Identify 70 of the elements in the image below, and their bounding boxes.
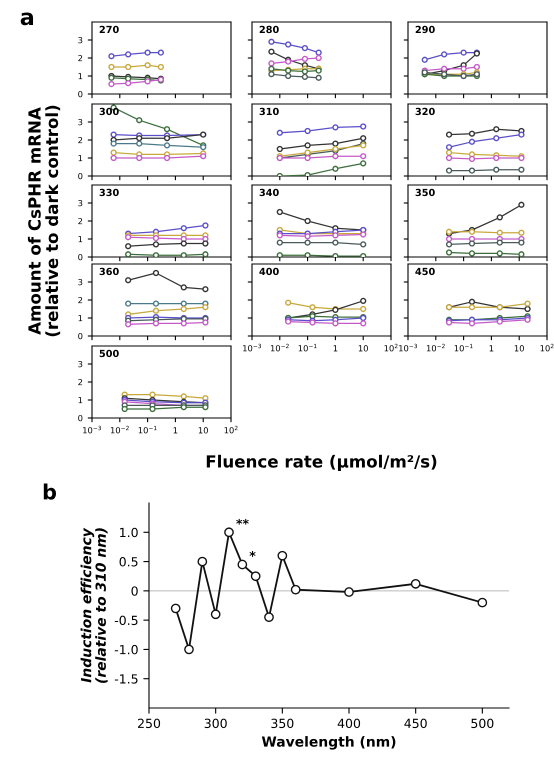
x-tick-label: 500 xyxy=(471,718,494,728)
x-tick-label: 10$^{−2}$ xyxy=(426,344,445,352)
chart-title: 400 xyxy=(259,268,279,276)
x-tick-label: 10 xyxy=(198,427,208,434)
y-tick-label: 0.5 xyxy=(120,557,138,566)
y-tick-label: -1.5 xyxy=(114,674,138,684)
y-tick-label: 3 xyxy=(78,278,82,286)
y-tick-label: 3 xyxy=(78,36,82,44)
x-tick-label: 450 xyxy=(404,718,427,728)
x-tick-label: 10$^{2}$ xyxy=(384,344,398,352)
y-tick-label: 0 xyxy=(78,254,82,260)
text: a xyxy=(20,12,34,26)
chart-title: 290 xyxy=(416,26,435,34)
chart-title: 310 xyxy=(260,108,279,116)
chart-title: 270 xyxy=(100,26,119,34)
y-tick-label: -0.5 xyxy=(114,616,138,626)
chart-title: 280 xyxy=(260,26,279,34)
x-tick-label: 10$^{2}$ xyxy=(540,344,554,352)
y-tick-label: 2 xyxy=(78,378,82,386)
y-tick-label: 0 xyxy=(78,90,82,98)
y-tick-label: 1.0 xyxy=(120,528,138,538)
y-tick-label: 1 xyxy=(78,236,82,242)
chart-title: 450 xyxy=(415,268,435,276)
y-tick-label: 1 xyxy=(78,155,82,162)
x-tick-label: 10$^{−1}$ xyxy=(138,426,157,434)
y-tick-label: 3 xyxy=(78,200,82,206)
x-tick-label: 300 xyxy=(204,718,227,728)
chart-title: 340 xyxy=(260,188,279,196)
chart-title: 330 xyxy=(100,188,119,196)
y-tick-label: 3 xyxy=(78,360,82,368)
x-tick-label: 10 xyxy=(358,345,368,352)
x-axis-title: Fluence rate (μmol/m²/s) xyxy=(206,454,436,471)
x-tick-label: 1 xyxy=(490,345,494,352)
y-tick-label: 2 xyxy=(78,218,82,224)
chart-title: 350 xyxy=(416,188,435,196)
x-tick-label: 10$^{−3}$ xyxy=(399,344,418,352)
chart-title: 300 xyxy=(100,108,119,116)
y-axis-title: Induction efficiency (relative to 310 nm) xyxy=(80,528,108,683)
y-tick-label: 1 xyxy=(78,397,82,404)
x-tick-label: 350 xyxy=(271,718,294,728)
y-tick-label: 1 xyxy=(78,73,82,80)
x-axis-title: Wavelength (nm) xyxy=(262,736,396,750)
y-tick-label: 2 xyxy=(78,136,82,144)
x-tick-label: 10$^{−1}$ xyxy=(454,344,473,352)
y-tick-label: 1 xyxy=(78,315,82,322)
chart-title: 360 xyxy=(100,268,119,276)
y-tick-label: 3 xyxy=(78,118,82,126)
y-tick-label: 0 xyxy=(78,414,82,422)
y-tick-label: 0 xyxy=(131,586,138,596)
x-tick-label: 10$^{2}$ xyxy=(224,426,238,434)
y-tick-label: 2 xyxy=(78,54,82,62)
x-tick-label: 10$^{−1}$ xyxy=(298,344,317,352)
y-tick-label: -1.0 xyxy=(114,644,138,654)
x-tick-label: 10$^{−2}$ xyxy=(270,344,289,352)
chart-title: 320 xyxy=(416,108,435,116)
y-tick-label: 0 xyxy=(78,172,82,180)
x-tick-label: 10$^{−2}$ xyxy=(110,426,129,434)
text: b xyxy=(44,484,56,500)
x-tick-label: 1 xyxy=(174,427,178,434)
annotation: * xyxy=(250,551,256,557)
y-axis-title: Amount of CsPHR mRNA (relative to dark control) xyxy=(28,106,60,336)
x-tick-label: 10 xyxy=(514,345,524,352)
x-tick-label: 1 xyxy=(334,345,338,352)
y-tick-label: 0 xyxy=(78,332,82,340)
x-tick-label: 10$^{−3}$ xyxy=(243,344,262,352)
y-tick-label: 2 xyxy=(78,296,82,304)
x-tick-label: 400 xyxy=(338,718,360,728)
x-tick-label: 10$^{−3}$ xyxy=(83,426,102,434)
x-tick-label: 250 xyxy=(138,718,160,728)
annotation: ** xyxy=(236,518,249,525)
